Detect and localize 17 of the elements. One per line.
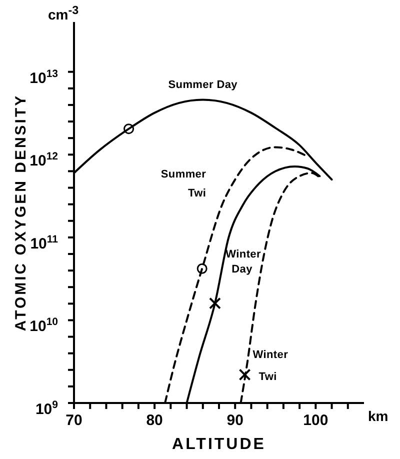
series-label: Winter Day <box>226 248 262 276</box>
x-tick-label: 100 <box>303 412 328 429</box>
x-tick-label: 90 <box>226 412 244 429</box>
y-axis-title: ATOMIC OXYGEN DENSITY <box>12 94 30 332</box>
text: km <box>368 408 388 424</box>
y-tick-label: 10$^{13}$ <box>30 68 58 87</box>
series-label: Summer Twi <box>160 168 207 200</box>
y-tick-label: 10$^{10}$ <box>30 316 58 336</box>
x-tick-label: 70 <box>66 412 82 429</box>
x-axis-title: ALTITUDE <box>172 436 266 453</box>
series-label: Winter Twi <box>252 349 289 383</box>
x-tick-label: 80 <box>146 412 163 429</box>
y-tick-label: 10$^{11}$ <box>30 233 58 252</box>
y-tick-label: 10$^{12}$ <box>30 150 58 170</box>
annotation: cm$^{-3}$ <box>48 4 79 23</box>
y-tick-label: 10$^{9}$ <box>35 399 58 418</box>
series-label: Summer Day <box>168 78 238 91</box>
